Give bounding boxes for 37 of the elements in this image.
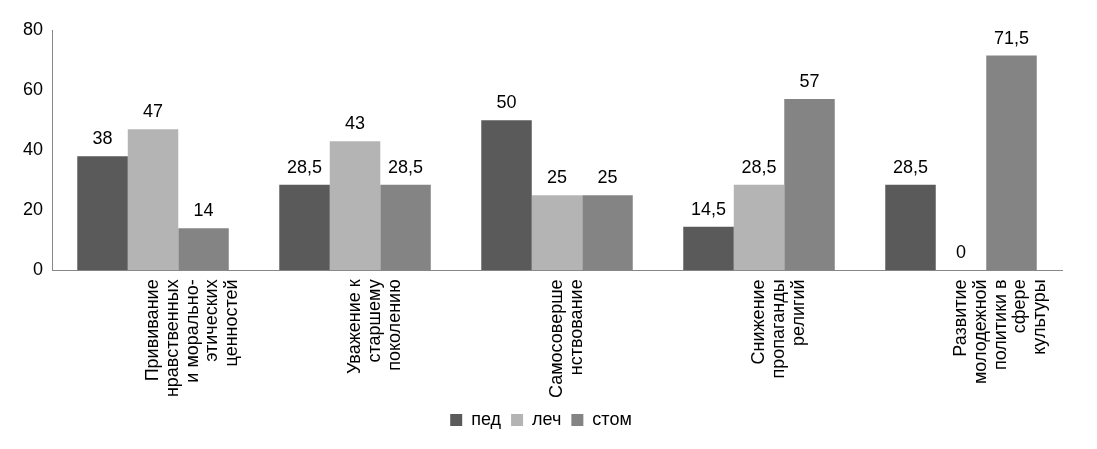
x-tick-label: Уважение к старшему поколению xyxy=(343,279,404,375)
text: 50 xyxy=(496,92,517,113)
bar xyxy=(683,226,734,271)
x-tick-label: Прививание нравственных и морально-этических ценностей xyxy=(141,279,242,398)
text: 28,5 xyxy=(741,156,777,177)
text: 43 xyxy=(345,113,366,134)
text: 38 xyxy=(92,128,113,149)
text: 28,5 xyxy=(286,156,323,177)
text: 57 xyxy=(799,71,820,92)
bar xyxy=(481,120,532,271)
text: 25 xyxy=(597,167,618,188)
text: 47 xyxy=(143,101,164,122)
legend-label: леч xyxy=(532,408,562,429)
bar xyxy=(279,184,330,271)
text: 14,5 xyxy=(690,198,727,219)
text: 14 xyxy=(193,200,214,221)
legend-label: пед xyxy=(471,408,502,429)
text: 28,5 xyxy=(892,156,929,177)
text: 0 xyxy=(955,242,967,263)
y-tick-label: 60 xyxy=(22,79,44,100)
bar xyxy=(77,156,128,271)
bar xyxy=(733,184,785,271)
text: 71,5 xyxy=(993,27,1030,48)
text: 28,5 xyxy=(387,156,424,177)
x-tick-label: Развитие молодежной политики в сфере культуры xyxy=(949,279,1050,385)
x-tick-label: Самосовершенствование xyxy=(545,279,586,399)
bar xyxy=(329,141,381,271)
bar xyxy=(127,129,179,271)
y-tick-label: 20 xyxy=(22,199,44,220)
text: 25 xyxy=(547,167,568,188)
y-tick-label: 0 xyxy=(33,259,44,280)
y-tick-label: 40 xyxy=(22,139,44,160)
x-tick-label: Снижение пропаганды религий xyxy=(747,279,808,379)
legend-label: стом xyxy=(592,408,632,429)
bar xyxy=(531,195,583,271)
y-tick-label: 80 xyxy=(22,18,44,39)
bar xyxy=(885,184,936,271)
